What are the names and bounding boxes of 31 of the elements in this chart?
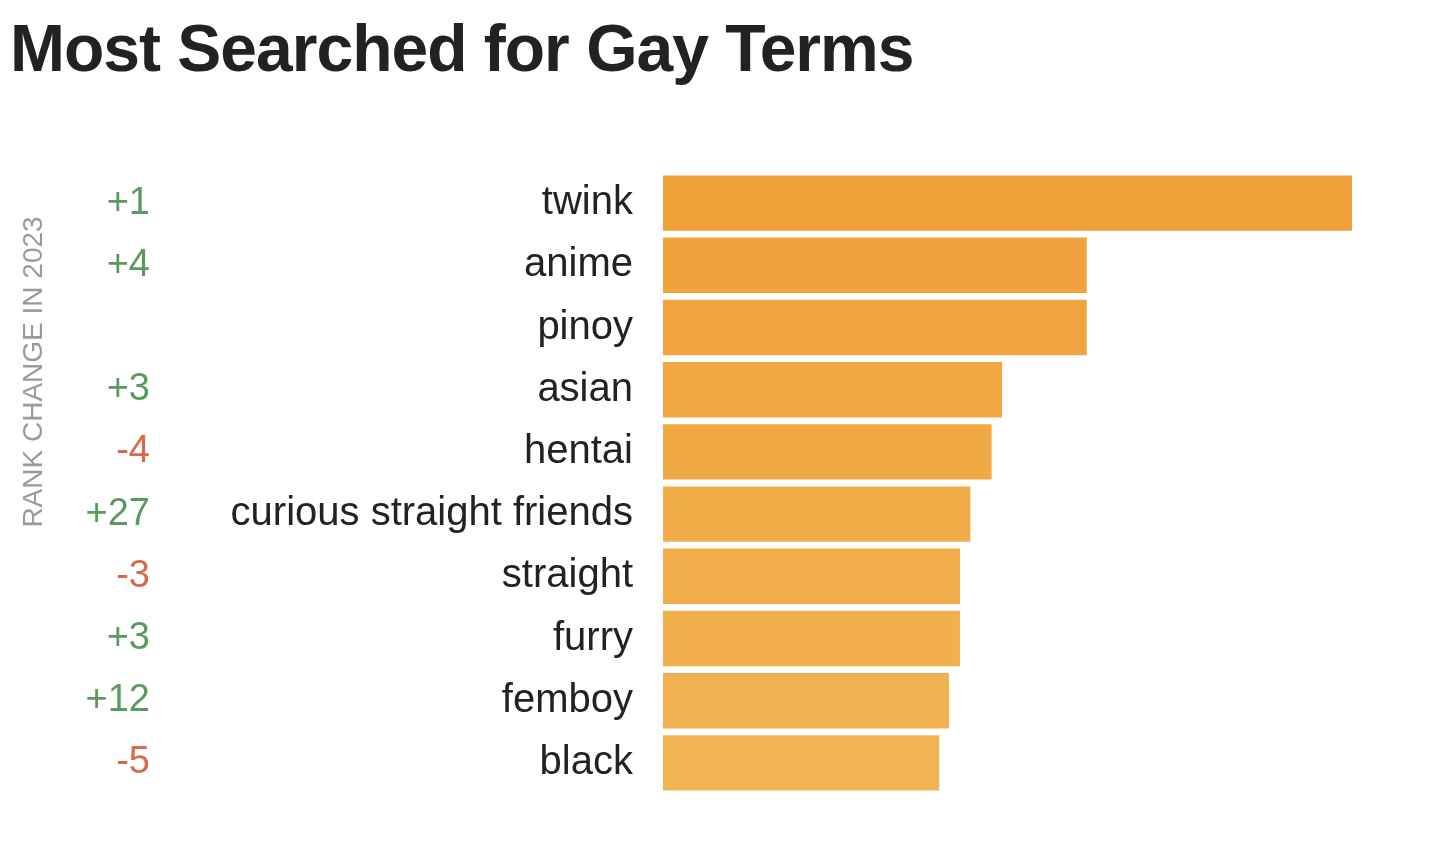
y-tick-label: black (539, 737, 634, 782)
y-tick-label: curious straight friends (230, 489, 633, 534)
text: RANK CHANGE IN 2023 (16, 216, 48, 528)
y-tick-label: twink (541, 178, 634, 223)
y-tick-label: furry (553, 613, 633, 658)
bar (663, 610, 960, 667)
bar (663, 299, 1087, 356)
y-tick-label: hentai (524, 426, 633, 471)
text: -5 (116, 739, 150, 782)
text: +4 (106, 241, 150, 284)
bar (663, 486, 971, 542)
text: -4 (116, 428, 150, 471)
bar (663, 735, 940, 791)
text: -3 (116, 552, 150, 595)
bar (663, 424, 992, 480)
y-tick-label: asian (537, 364, 633, 409)
text: +27 (85, 490, 150, 533)
bar (663, 548, 960, 604)
text: +3 (106, 614, 150, 657)
bar (663, 362, 1002, 418)
bar (663, 673, 949, 729)
y-tick-label: pinoy (537, 302, 633, 347)
y-tick-label: anime (524, 240, 633, 285)
bar (663, 175, 1352, 231)
text: +12 (85, 677, 150, 720)
bar (663, 237, 1087, 293)
text: +3 (106, 366, 150, 409)
text: +1 (106, 179, 150, 222)
chart-title: Most Searched for Gay Terms (10, 10, 915, 87)
y-tick-label: femboy (501, 675, 633, 720)
y-tick-label: straight (501, 551, 633, 596)
